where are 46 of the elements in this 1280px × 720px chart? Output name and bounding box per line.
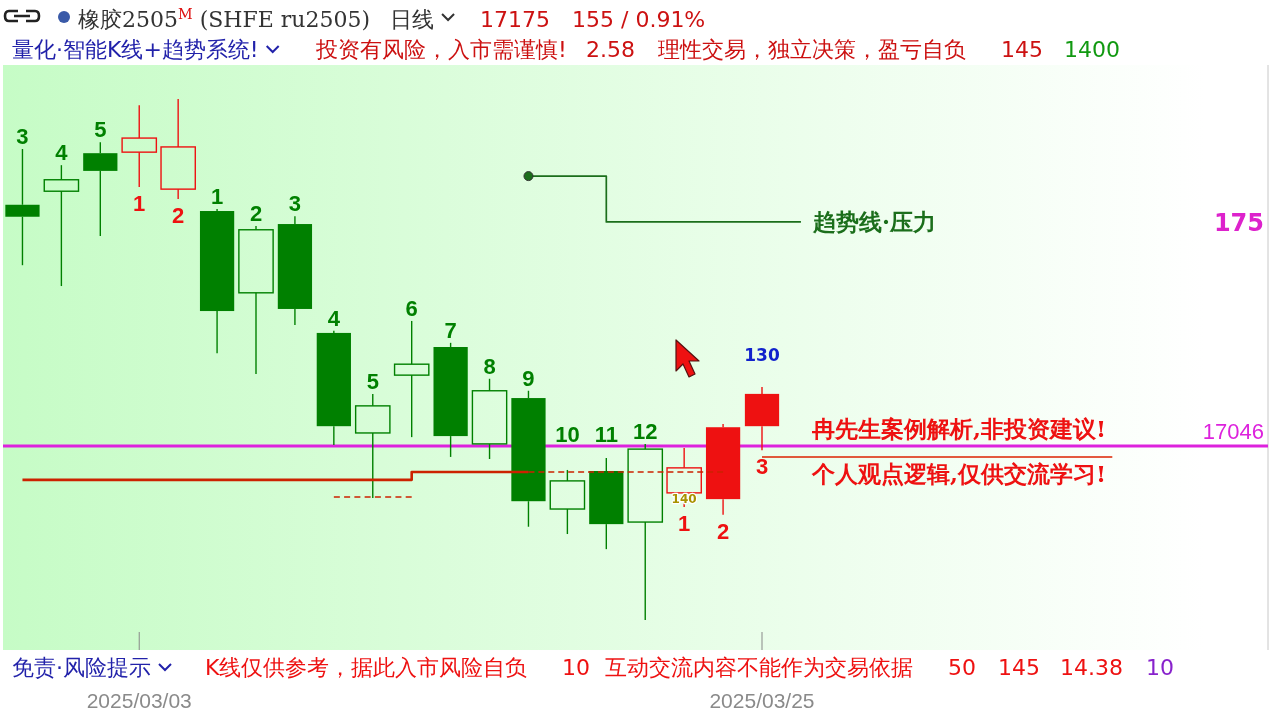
x-tick-label: 2025/03/25 (709, 689, 815, 712)
text: 2 (249, 201, 263, 227)
text: 9 (522, 365, 535, 391)
text: 1 (210, 183, 224, 209)
title: 橡胶2505$^{M}$ (SHFE ru2505) (78, 6, 371, 32)
text: 7 (444, 317, 457, 343)
text: 155 / 0.91% (572, 7, 706, 32)
x-tick-label: 2025/03/03 (86, 689, 192, 712)
text: 14.38 (1060, 655, 1123, 680)
text: 1 (133, 191, 146, 217)
text: 免责·风险提示 (12, 655, 151, 680)
text: 6 (405, 295, 418, 321)
series-label: 趋势线·压力 (811, 207, 936, 235)
text: 量化·智能K线+趋势系统! (12, 37, 259, 62)
text: 10 (562, 655, 590, 680)
text: 4 (55, 140, 68, 166)
text: 互动交流内容不能作为交易依据 (605, 655, 913, 680)
text: 50 (948, 655, 976, 680)
text: 2.58 (586, 37, 635, 62)
text: 理性交易，独立决策，盈亏自负 (658, 37, 966, 62)
text: 2 (172, 203, 185, 229)
annotation: 130 (744, 345, 780, 365)
text: 2 (716, 518, 730, 544)
text: 10 (1146, 655, 1174, 680)
text: 3 (16, 124, 29, 150)
annotation: 10 (555, 421, 580, 447)
annotation: 冉先生案例解析,非投资建议! (811, 415, 1107, 442)
text: 3 (755, 454, 769, 480)
text: K线仅供参考，据此入市风险自负 (205, 655, 528, 680)
text: 145 (998, 655, 1040, 680)
text: 17175 (480, 7, 550, 32)
annotation: 175 (1213, 209, 1264, 237)
text: 1 (678, 510, 691, 536)
text: 12 (632, 418, 658, 444)
text: 4 (327, 305, 340, 331)
text: 1400 (1064, 37, 1120, 62)
text: 145 (1001, 37, 1043, 62)
annotation: 个人观点逻辑,仅供交流学习! (811, 460, 1107, 487)
text: 11 (594, 421, 618, 447)
text: 5 (94, 117, 107, 143)
text: 8 (483, 353, 496, 379)
text: 3 (288, 191, 302, 217)
subtitle: 日线 (390, 7, 435, 32)
annotation: 17046 (1202, 418, 1264, 444)
text: 5 (366, 368, 379, 394)
text: 投资有风险，入市需谨慎! (315, 37, 567, 62)
